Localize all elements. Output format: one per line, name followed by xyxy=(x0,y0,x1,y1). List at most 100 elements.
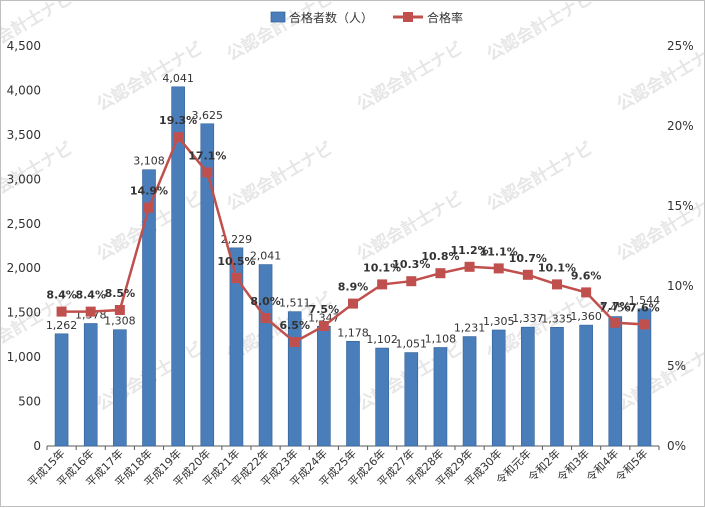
rate-marker xyxy=(348,298,358,309)
rate-marker xyxy=(493,263,504,274)
bar-value-label: 4,041 xyxy=(162,72,194,85)
bar-value-label: 1,231 xyxy=(454,322,486,335)
y-left-tick-label: 3,500 xyxy=(7,128,41,142)
bar xyxy=(404,352,419,447)
y-left-tick-label: 3,000 xyxy=(7,172,41,186)
y-left-tick-label: 1,500 xyxy=(7,306,41,320)
rate-marker xyxy=(464,261,475,272)
bar xyxy=(521,326,535,447)
rate-value-label: 8.9% xyxy=(338,281,369,294)
bar-value-label: 3,625 xyxy=(192,109,224,122)
bar-series xyxy=(54,86,652,447)
legend: 合格者数（人） 合格率 xyxy=(270,10,463,25)
rate-marker xyxy=(260,313,271,323)
watermark-text: 公認会計士ナビ xyxy=(353,38,467,116)
legend-bar-swatch xyxy=(270,11,286,23)
rate-marker xyxy=(639,319,650,330)
rate-marker xyxy=(85,306,96,317)
bar xyxy=(142,169,156,447)
rate-value-label: 17.1% xyxy=(188,149,226,162)
y-left-tick-label: 2,500 xyxy=(7,217,41,231)
x-tick-label: 令和5年 xyxy=(612,446,650,484)
rate-marker xyxy=(56,306,67,317)
rate-value-label: 9.6% xyxy=(571,269,602,282)
bar-value-label: 1,262 xyxy=(46,319,78,332)
y-right-tick-label: 20% xyxy=(667,119,694,133)
watermark-text: 公認会計士ナビ xyxy=(223,138,337,216)
rate-value-label: 10.3% xyxy=(392,258,430,271)
rate-marker xyxy=(289,337,300,347)
bar-value-label: 1,360 xyxy=(570,310,602,323)
rate-value-label: 7.5% xyxy=(309,303,340,316)
y-left-tick-label: 1,000 xyxy=(7,350,41,364)
y-right-tick-label: 0% xyxy=(667,439,686,453)
bar xyxy=(346,340,360,447)
bar-value-label: 1,337 xyxy=(512,312,544,325)
bar xyxy=(229,247,244,447)
watermark-text: 公認会計士ナビ xyxy=(1,1,77,65)
bar-value-label: 1,544 xyxy=(629,294,661,307)
rate-marker xyxy=(173,132,184,143)
bar-value-label: 1,102 xyxy=(366,333,398,346)
legend-line-marker xyxy=(403,12,413,22)
rate-value-label: 8.5% xyxy=(105,287,136,300)
rate-marker xyxy=(406,276,417,287)
bar-value-label: 1,335 xyxy=(541,312,573,325)
bar-value-label: 1,456 xyxy=(600,302,632,315)
y-left-tick-label: 4,500 xyxy=(7,39,41,53)
line-series xyxy=(56,132,650,347)
rate-marker xyxy=(581,287,592,298)
bar xyxy=(83,323,98,447)
bar-value-labels: 1,2621,3781,3083,1084,0413,6252,2292,041… xyxy=(46,72,660,351)
bar-value-label: 1,178 xyxy=(337,326,369,339)
bar xyxy=(579,324,593,447)
rate-value-label: 10.5% xyxy=(217,255,255,268)
rate-value-label: 14.9% xyxy=(130,185,168,198)
rate-value-label: 8.0% xyxy=(250,295,281,308)
bar xyxy=(258,264,273,447)
bar xyxy=(54,333,69,447)
rate-value-label: 6.5% xyxy=(279,319,310,332)
y-right-tick-label: 25% xyxy=(667,39,694,53)
rate-marker xyxy=(144,202,154,213)
rate-value-label: 7.7% xyxy=(600,300,631,313)
bar-value-label: 1,308 xyxy=(104,315,136,328)
y-left-tick-label: 500 xyxy=(18,395,41,409)
rate-marker xyxy=(610,317,621,328)
rate-value-label: 10.7% xyxy=(509,252,547,265)
rate-marker xyxy=(522,269,533,280)
rate-marker xyxy=(202,167,213,178)
rate-value-label: 10.1% xyxy=(538,261,576,274)
rate-marker xyxy=(318,321,329,331)
y-right-tick-label: 10% xyxy=(667,279,694,293)
bar-value-label: 2,229 xyxy=(221,233,253,246)
rate-value-label: 10.1% xyxy=(363,261,401,274)
watermark-text: 公認会計士ナビ xyxy=(483,1,597,65)
bar-value-label: 1,305 xyxy=(483,315,515,328)
rate-value-label: 11.2% xyxy=(450,244,488,257)
bar xyxy=(375,347,389,447)
bar-value-label: 3,108 xyxy=(133,155,165,168)
bar xyxy=(317,325,331,447)
bar xyxy=(171,86,185,447)
rate-value-label: 7.6% xyxy=(629,301,660,314)
rate-marker xyxy=(231,273,242,283)
bar xyxy=(113,329,127,447)
bar xyxy=(550,327,564,447)
watermark-text: 公認会計士ナビ xyxy=(613,338,705,416)
rate-value-label: 11.1% xyxy=(480,245,518,258)
rate-value-label: 19.3% xyxy=(159,114,197,127)
rate-marker xyxy=(552,279,562,290)
bar xyxy=(491,329,506,447)
line-value-labels: 8.4%8.4%8.5%14.9%19.3%17.1%10.5%8.0%6.5%… xyxy=(46,114,659,332)
bar-value-label: 1,051 xyxy=(396,338,428,351)
bar xyxy=(462,336,477,447)
bar xyxy=(637,308,652,447)
rate-value-label: 10.8% xyxy=(421,250,459,263)
bar-value-label: 1,108 xyxy=(425,333,457,346)
rate-marker xyxy=(114,305,125,315)
y-left-tick-label: 2,000 xyxy=(7,261,41,275)
bar-value-label: 1,511 xyxy=(279,297,311,310)
